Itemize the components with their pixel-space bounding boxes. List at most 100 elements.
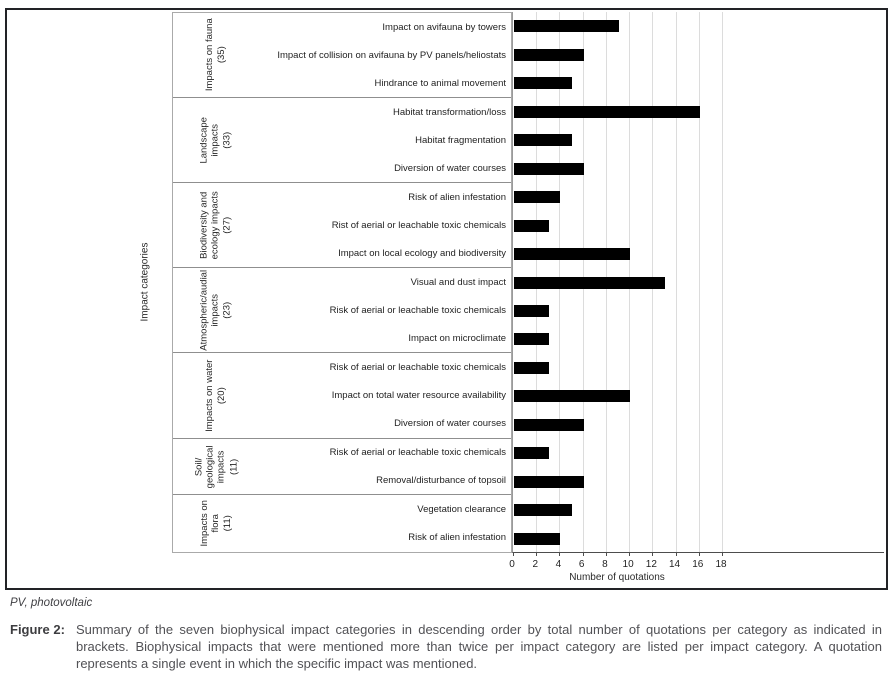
quotation-bar: [514, 105, 700, 118]
footnote-pv: PV, photovoltaic: [10, 597, 93, 609]
impact-item-label: Impact of collision on avifauna by PV pa…: [277, 49, 506, 61]
impact-item-label: Diversion of water courses: [394, 162, 506, 174]
x-tick-label: 8: [602, 559, 608, 570]
impact-item-label: Risk of aerial or leachable toxic chemic…: [329, 361, 506, 373]
impact-item-label: Visual and dust impact: [410, 276, 506, 288]
impact-item-label: Impact on avifauna by towers: [382, 21, 506, 33]
impact-item-label: Habitat transformation/loss: [393, 106, 506, 118]
impact-item-label: Removal/disturbance of topsoil: [376, 474, 506, 486]
gridline: [722, 12, 723, 552]
gridline: [675, 12, 677, 552]
figure-caption-text: Summary of the seven biophysical impact …: [76, 622, 882, 671]
category-quotation-count: (35): [216, 46, 228, 64]
category-group: Atmospheric/audial impacts (23) Visual and…: [173, 268, 511, 354]
category-group: Landscape impacts (33) Habitat transformat…: [173, 98, 511, 184]
category-group: Impacts on water (20) Risk of aerial or le…: [173, 353, 511, 439]
category-label: Landscape impacts (33): [199, 99, 234, 180]
quotation-bar: [514, 162, 584, 175]
impact-items: Risk of alien infestation Rist of aerial …: [259, 183, 511, 267]
impact-items: Habitat transformation/loss Habitat fragm…: [259, 98, 511, 182]
quotation-bar: [514, 504, 573, 517]
quotation-bar: [514, 77, 573, 90]
impact-item-label: Hindrance to animal movement: [374, 77, 506, 89]
impact-items: Risk of aerial or leachable toxic chemic…: [259, 439, 511, 495]
category-quotation-count: (20): [216, 387, 228, 404]
x-axis-title: Number of quotations: [569, 572, 665, 583]
category-name: Soil/ geological impacts: [193, 445, 227, 488]
axis-tick: [559, 552, 561, 556]
category-name: Impacts on water: [204, 359, 216, 432]
figure-2-chart: Impact categories Impacts on fauna (35) Im…: [5, 8, 888, 590]
axis-tick: [675, 552, 677, 556]
quotation-bar: [514, 333, 549, 346]
category-label-cell: Impacts on water (20): [173, 353, 259, 437]
category-name: Impacts on flora: [198, 500, 221, 547]
category-quotation-count: (23): [222, 301, 234, 319]
impact-item-label: Habitat fragmentation: [415, 134, 506, 146]
impact-item-label: Diversion of water courses: [394, 418, 506, 430]
category-name: Biodiversity and ecology impacts: [198, 191, 221, 260]
figure-caption: Figure 2: Summary of the seven biophysic…: [10, 621, 882, 672]
category-label: Biodiversity and ecology impacts (27): [199, 185, 234, 266]
category-labels-column: Impacts on fauna (35) Impact on avifauna b…: [172, 12, 512, 553]
axis-tick: [513, 552, 514, 556]
quotation-bar: [514, 361, 549, 374]
x-tick-label: 10: [622, 559, 634, 570]
impact-items: Visual and dust impact Risk of aerial or …: [259, 268, 511, 352]
category-label: Impacts on flora (11): [199, 497, 234, 550]
quotation-bar: [514, 447, 549, 460]
category-quotation-count: (27): [222, 216, 234, 234]
axis-tick: [722, 552, 723, 556]
axis-tick: [698, 552, 700, 556]
x-tick-label: 16: [692, 559, 704, 570]
category-name: Landscape impacts: [198, 116, 221, 164]
category-label-cell: Soil/ geological impacts (11): [173, 439, 259, 495]
figure-caption-label: Figure 2:: [10, 622, 65, 637]
quotation-bar: [514, 48, 584, 61]
category-group: Soil/ geological impacts (11) Risk of aeri…: [173, 439, 511, 496]
impact-items: Risk of aerial or leachable toxic chemic…: [259, 353, 511, 437]
category-name: Atmospheric/audial impacts: [198, 269, 221, 351]
axis-tick: [605, 552, 607, 556]
quotation-bar: [514, 20, 619, 33]
category-group: Impacts on fauna (35) Impact on avifauna b…: [173, 13, 511, 99]
quotation-bar: [514, 219, 549, 232]
quotation-bar: [514, 248, 631, 261]
impact-item-label: Risk of aerial or leachable toxic chemic…: [329, 446, 506, 458]
impact-item-label: Rist of aerial or leachable toxic chemic…: [331, 219, 506, 231]
impact-items: Vegetation clearance Risk of alien infest…: [259, 495, 511, 552]
impact-item-label: Vegetation clearance: [417, 503, 506, 515]
impact-item-label: Risk of aerial or leachable toxic chemic…: [329, 304, 506, 316]
gridline: [698, 12, 700, 552]
category-label: Impacts on water (20): [204, 355, 227, 436]
category-label-cell: Biodiversity and ecology impacts (27): [173, 183, 259, 267]
x-tick-label: 14: [668, 559, 681, 570]
category-quotation-count: (11): [222, 515, 234, 532]
impact-items: Impact on avifauna by towers Impact of co…: [259, 13, 511, 97]
quotation-bar: [514, 134, 573, 147]
x-tick-label: 2: [532, 559, 538, 570]
category-label: Impacts on fauna (35): [204, 14, 227, 95]
axis-tick: [652, 552, 654, 556]
quotation-bar: [514, 304, 549, 317]
category-label-cell: Impacts on flora (11): [173, 495, 259, 552]
x-tick-label: 12: [645, 559, 657, 570]
axis-tick: [536, 552, 538, 556]
quotation-bar: [514, 475, 584, 488]
x-tick-label: 18: [715, 559, 727, 570]
impact-item-label: Risk of alien infestation: [408, 532, 506, 544]
quotation-bar: [514, 390, 631, 403]
quotation-bar: [514, 276, 665, 289]
impact-item-label: Risk of alien infestation: [408, 191, 506, 203]
y-axis-title: Impact categories: [139, 242, 151, 322]
impact-item-label: Impact on local ecology and biodiversity: [338, 247, 506, 259]
axis-tick: [582, 552, 584, 556]
x-axis-ticks: 0 2 4 6 8 10 12 14 16 18: [509, 559, 884, 571]
plot-area: [512, 12, 884, 556]
category-group: Impacts on flora (11) Vegetation clearance…: [173, 495, 511, 552]
impact-item-label: Impact on microclimate: [408, 332, 506, 344]
impact-item-label: Impact on total water resource availabil…: [331, 389, 506, 401]
category-name: Impacts on fauna: [204, 18, 216, 92]
quotation-bar: [514, 532, 561, 545]
